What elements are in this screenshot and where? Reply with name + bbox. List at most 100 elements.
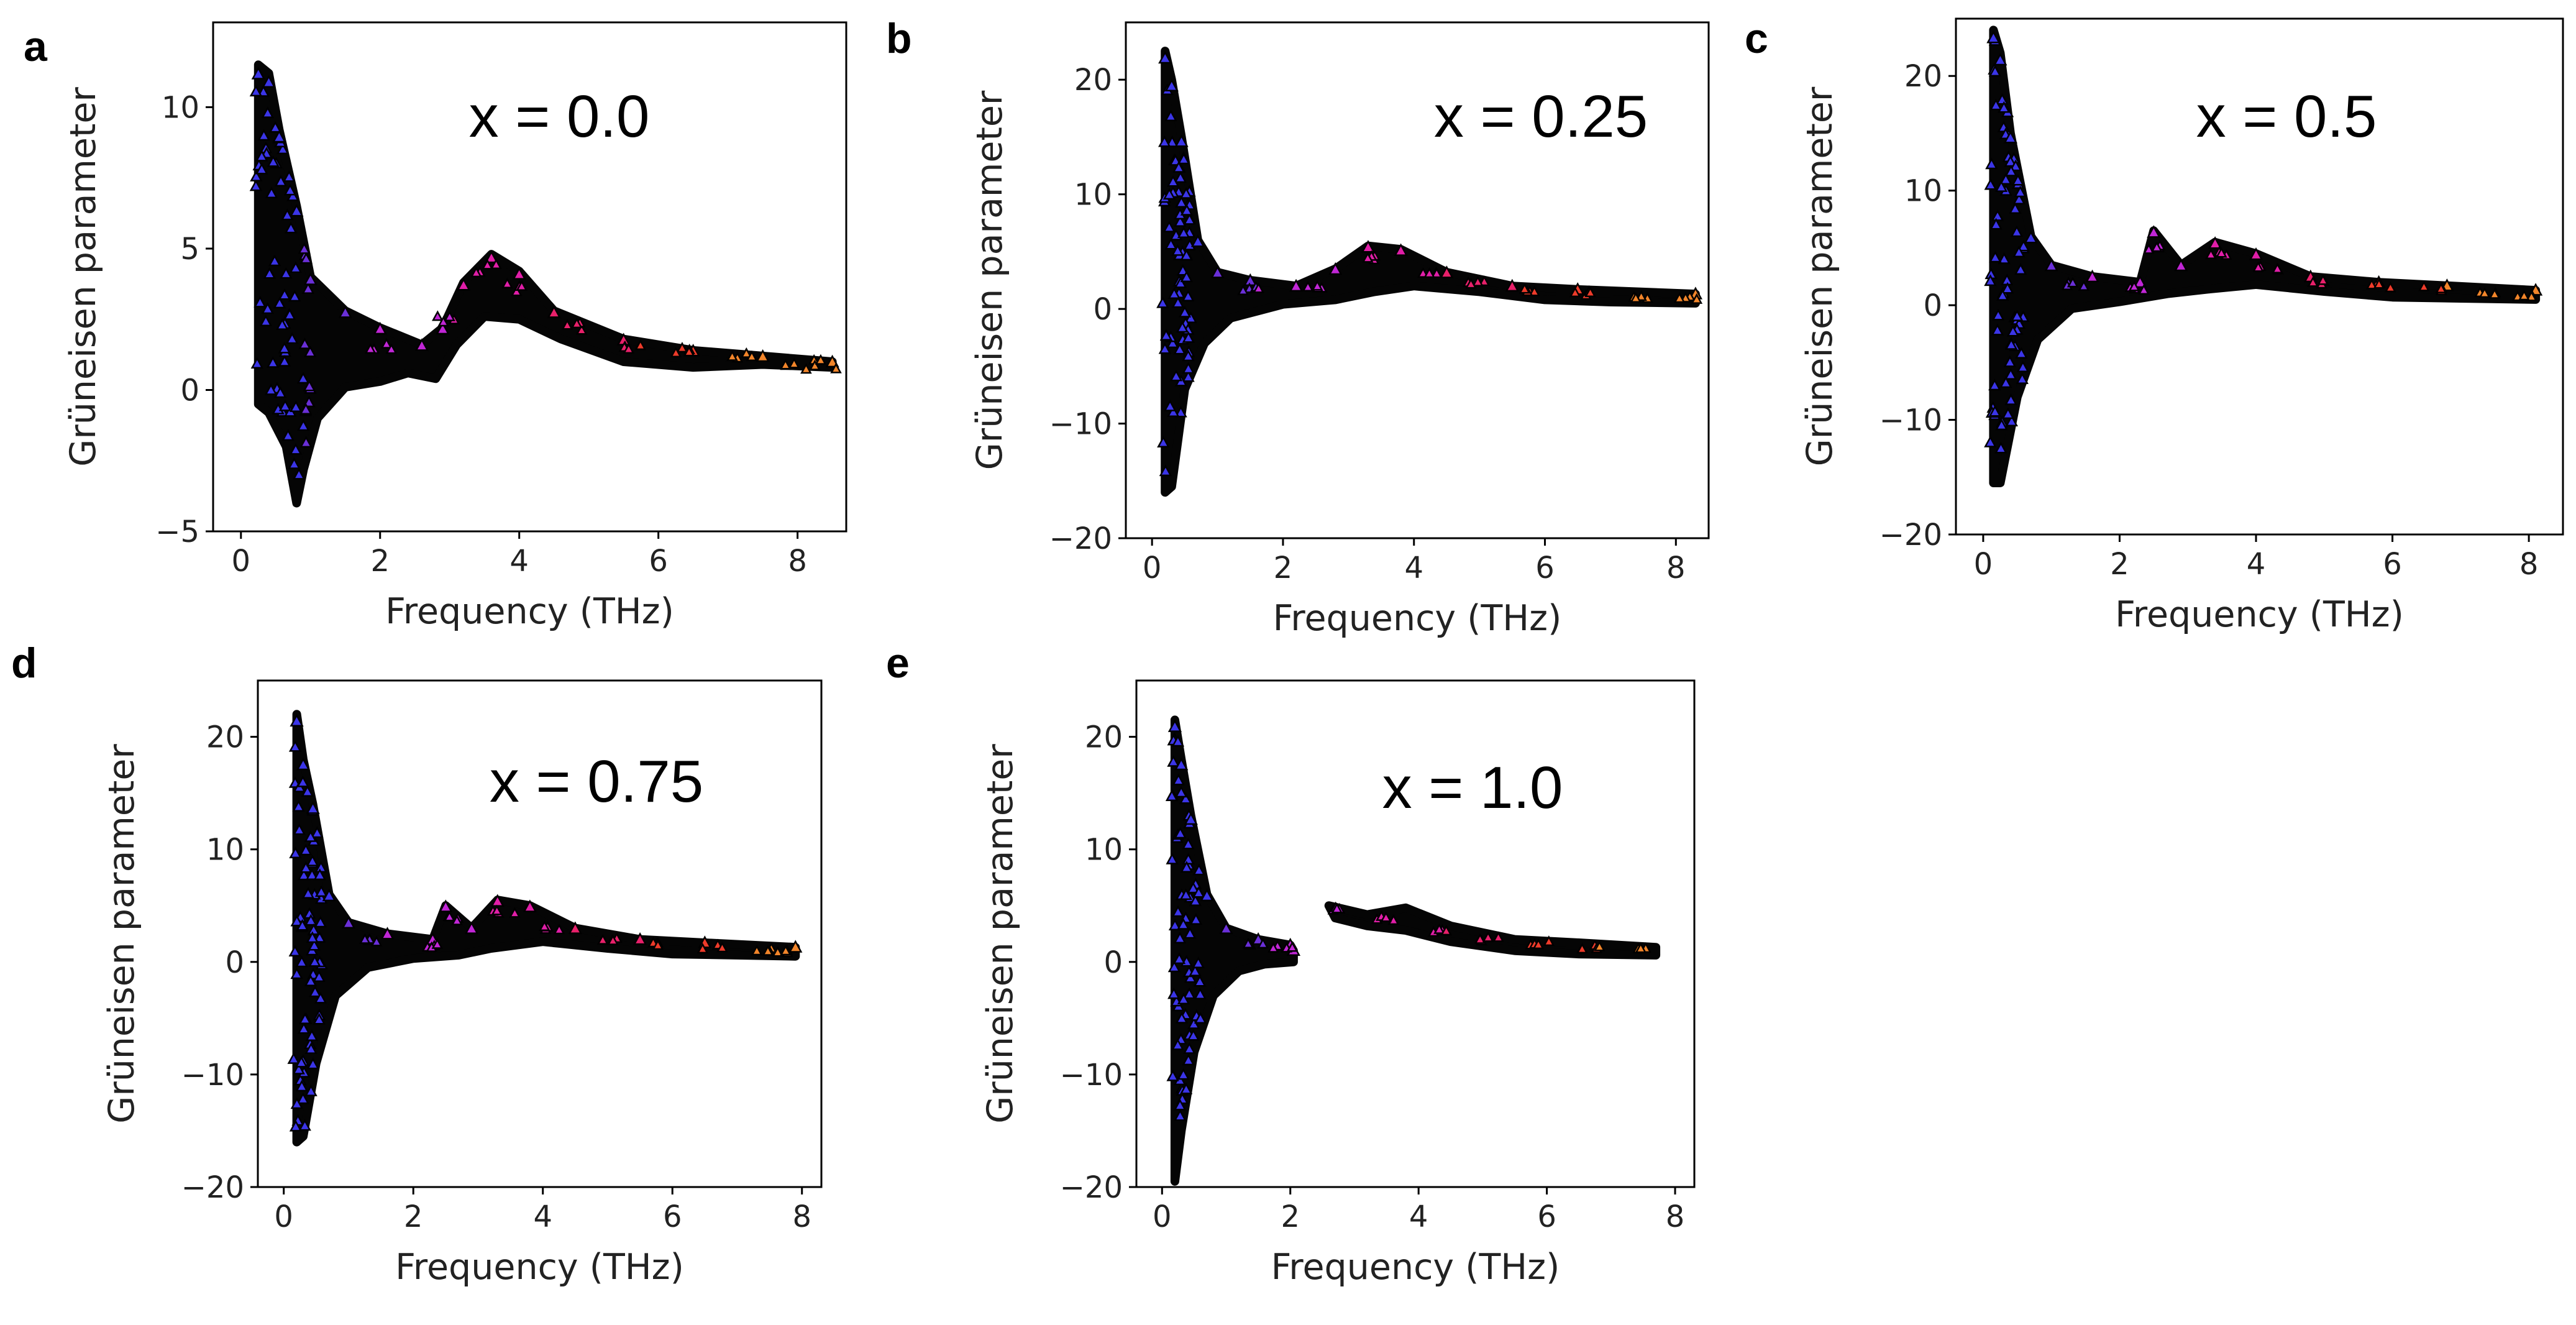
data-point — [439, 899, 453, 912]
data-point — [298, 1012, 312, 1024]
data-point — [561, 319, 573, 330]
data-point — [1166, 135, 1179, 147]
data-point — [299, 861, 313, 873]
data-point — [1380, 911, 1392, 922]
data-point — [547, 305, 561, 318]
data-point — [296, 775, 309, 787]
data-point — [249, 179, 263, 191]
data-point — [2003, 131, 2017, 144]
data-point — [2024, 231, 2038, 244]
data-point — [1995, 418, 2008, 431]
data-point — [1482, 931, 1494, 942]
data-point — [1183, 213, 1196, 225]
data-point — [308, 938, 321, 951]
data-point — [295, 1080, 308, 1092]
data-point — [1594, 940, 1605, 951]
x-tick-label: 2 — [370, 544, 390, 579]
y-tick-label: 0 — [1103, 945, 1123, 980]
data-point — [1174, 215, 1187, 227]
data-point — [359, 933, 371, 944]
data-point — [301, 887, 315, 899]
data-point — [1996, 289, 2009, 301]
data-point — [830, 362, 842, 374]
x-tick-label: 8 — [788, 544, 807, 579]
data-point — [2006, 324, 2019, 337]
y-tick-label: −20 — [1049, 521, 1112, 556]
y-axis-label: Grüneisen parameter — [969, 90, 1010, 470]
data-point — [261, 302, 274, 314]
data-point — [1156, 296, 1169, 308]
data-point — [2518, 290, 2530, 301]
data-point — [1362, 252, 1374, 263]
data-point — [1171, 296, 1185, 308]
composition-annotation: x = 0.25 — [1434, 83, 1648, 150]
data-point — [740, 347, 752, 358]
data-point — [516, 280, 528, 291]
data-point — [322, 888, 336, 902]
data-point — [1182, 837, 1195, 850]
data-point — [2307, 276, 2319, 287]
data-point — [380, 927, 395, 940]
composition-annotation: x = 0.75 — [490, 748, 703, 815]
data-point — [273, 296, 286, 309]
data-point — [267, 356, 280, 368]
x-tick-label: 8 — [2519, 547, 2539, 582]
data-point — [2067, 277, 2079, 288]
data-point — [285, 221, 298, 234]
data-point — [2004, 368, 2017, 380]
data-point — [482, 259, 493, 270]
data-point — [1986, 30, 2001, 44]
data-point — [1984, 274, 1997, 287]
x-axis-label: Frequency (THz) — [385, 591, 674, 632]
data-point — [1189, 913, 1203, 925]
data-point — [2147, 225, 2161, 238]
data-point — [2012, 193, 2026, 204]
data-point — [289, 442, 303, 455]
data-point — [314, 991, 327, 1004]
x-tick-label: 4 — [1404, 551, 1423, 585]
data-point — [444, 310, 456, 321]
data-point — [1219, 921, 1233, 934]
data-point — [2005, 415, 2018, 427]
data-point — [304, 1084, 317, 1096]
data-point — [634, 339, 647, 351]
data-point — [303, 272, 317, 285]
data-point — [1257, 938, 1269, 949]
data-point — [1286, 941, 1299, 952]
data-point — [623, 342, 635, 354]
data-point — [444, 910, 455, 922]
data-point — [1569, 287, 1581, 298]
data-point — [290, 713, 304, 727]
y-tick-label: −5 — [155, 515, 199, 549]
data-point — [2138, 283, 2150, 295]
data-point — [1988, 65, 2002, 77]
data-point — [289, 846, 302, 858]
data-point — [1505, 278, 1519, 292]
data-point — [297, 868, 311, 881]
data-point — [1174, 786, 1188, 798]
data-point — [501, 277, 513, 288]
data-point — [2133, 275, 2147, 288]
data-point — [286, 189, 299, 201]
data-point — [1576, 943, 1588, 954]
data-point — [305, 1029, 319, 1041]
data-point — [2174, 258, 2188, 272]
data-point — [670, 346, 682, 358]
y-tick-label: 10 — [1904, 174, 1942, 209]
y-tick-label: 10 — [1074, 178, 1112, 213]
data-point — [250, 357, 264, 369]
data-point — [2016, 372, 2029, 384]
data-point — [295, 1055, 308, 1068]
x-tick-label: 6 — [2383, 547, 2402, 582]
data-point — [539, 920, 550, 932]
data-point — [2418, 280, 2430, 291]
data-point — [268, 121, 282, 133]
x-axis-label: Frequency (THz) — [2115, 594, 2404, 635]
panel-letter-d: d — [11, 640, 37, 687]
data-point — [304, 830, 317, 842]
data-point — [1635, 942, 1647, 953]
data-point — [1184, 812, 1198, 825]
data-point — [299, 403, 313, 415]
data-point — [809, 359, 821, 370]
data-point — [304, 1042, 317, 1054]
